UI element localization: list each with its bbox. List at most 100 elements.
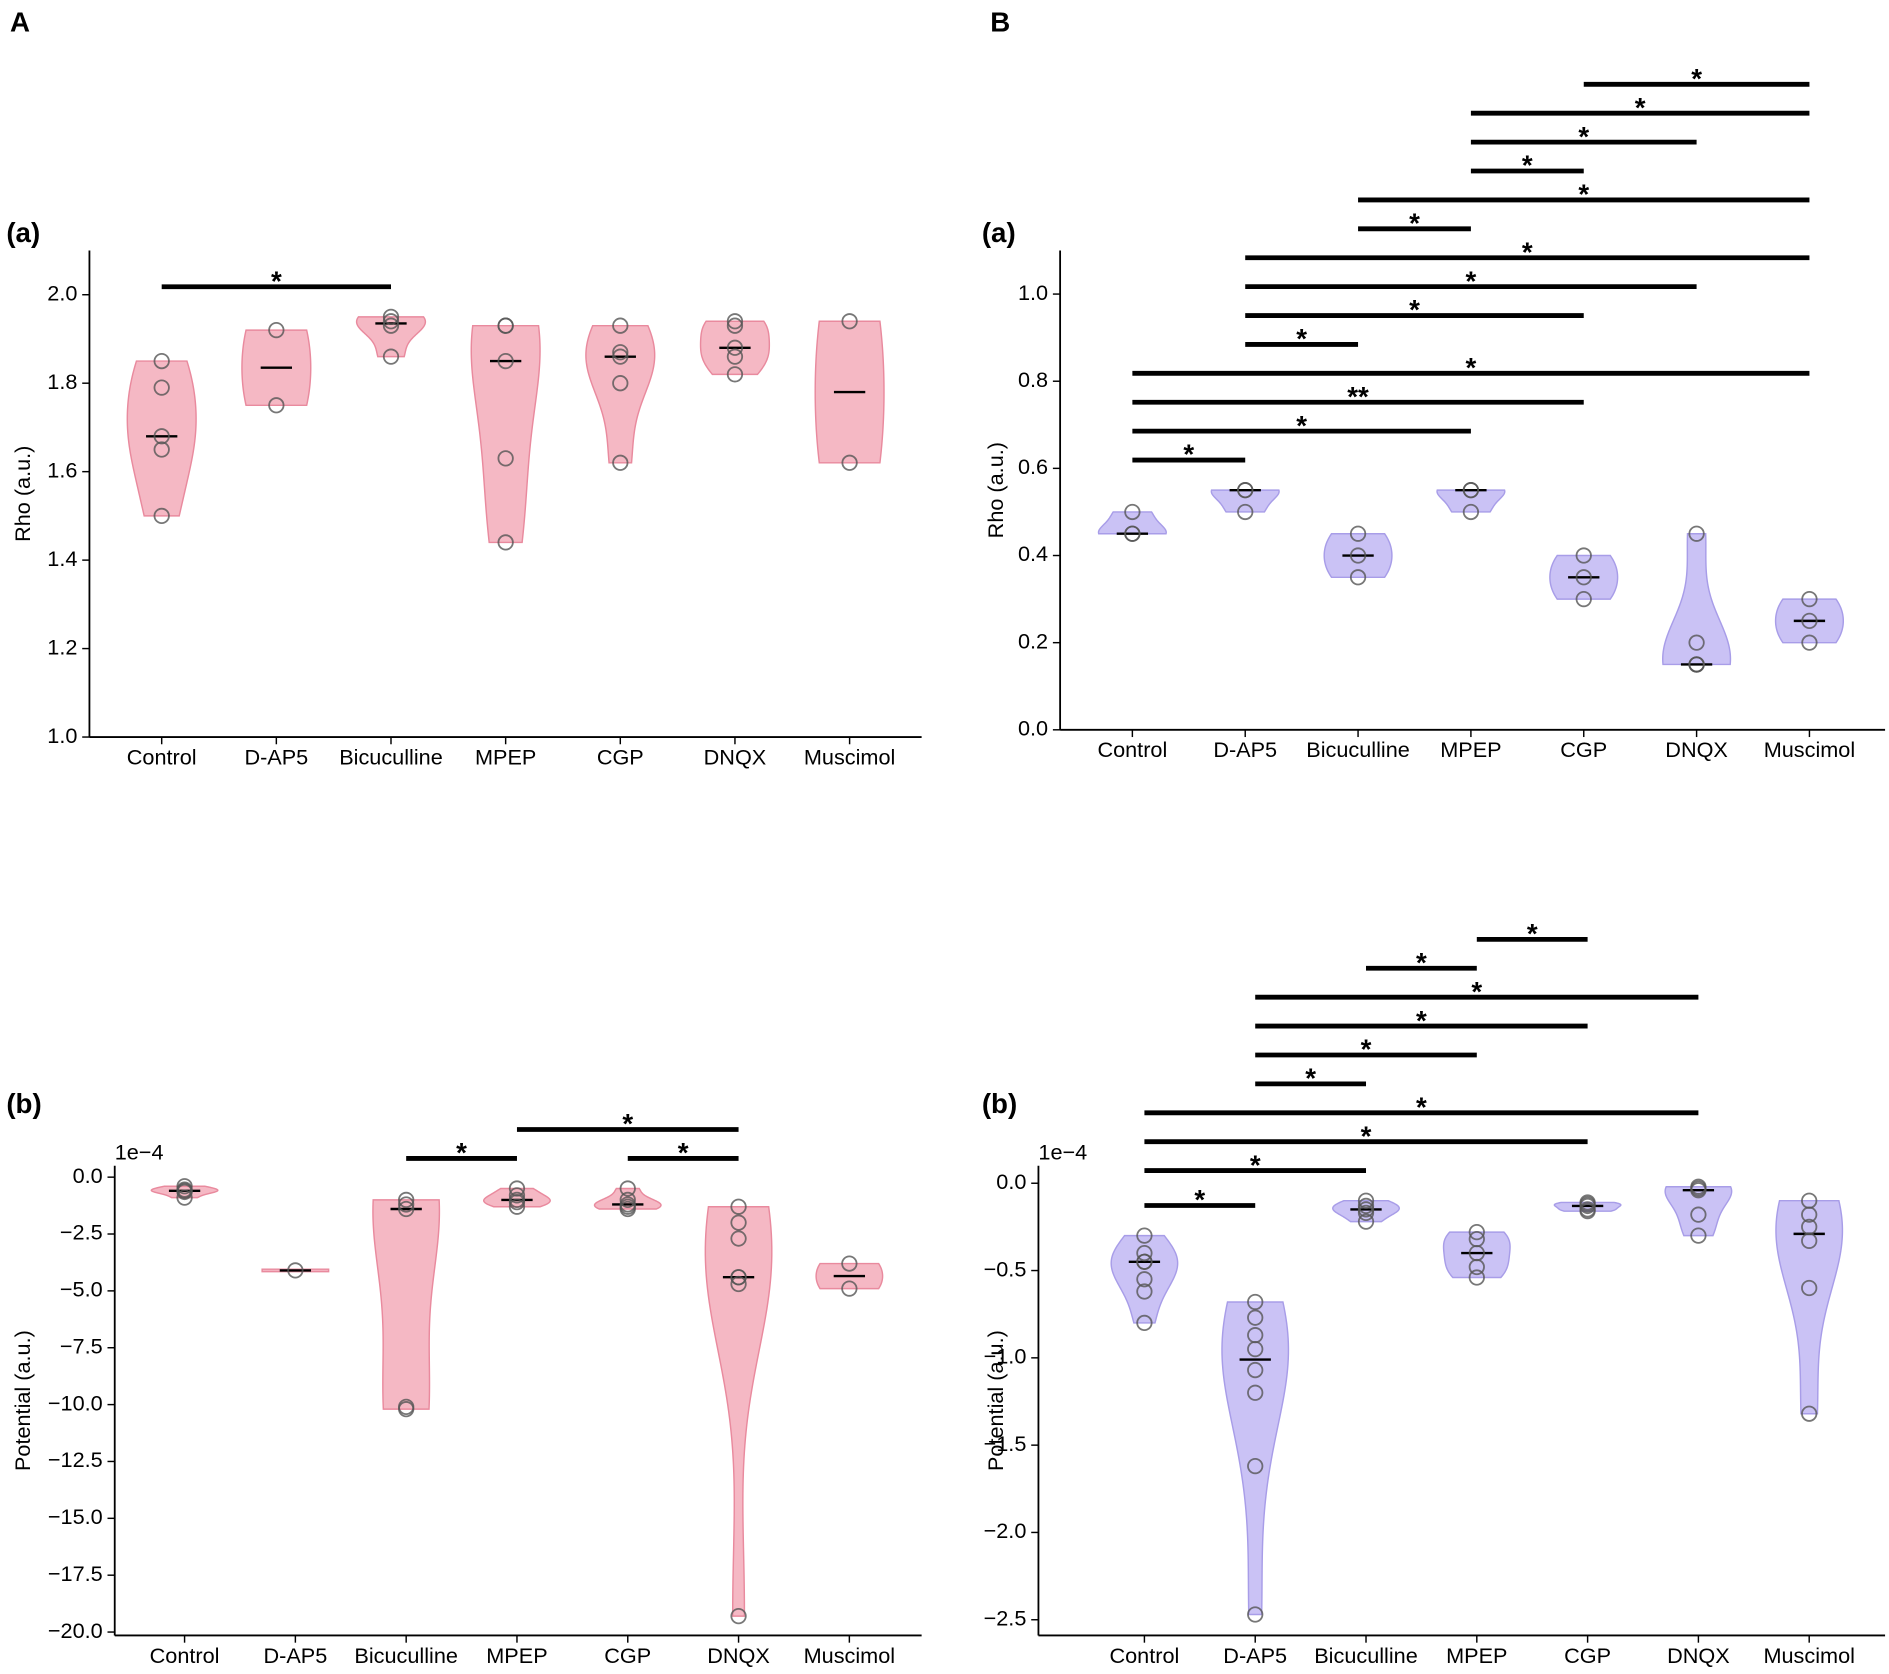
significance-label: *	[1296, 410, 1307, 441]
data-point	[1247, 1340, 1264, 1358]
x-tick-label: DNQX	[1667, 1643, 1730, 1668]
data-point	[382, 348, 400, 365]
data-point	[726, 339, 744, 356]
data-point	[1136, 1314, 1153, 1332]
data-point	[398, 1196, 415, 1213]
y-tick-label: −0.5	[984, 1256, 1027, 1281]
data-point	[1136, 1271, 1153, 1288]
data-point	[612, 348, 629, 365]
y-tick-label: −1.5	[984, 1431, 1027, 1456]
significance-label: *	[1194, 1184, 1205, 1215]
y-tick-label: −2.5	[984, 1605, 1027, 1630]
violin-body	[704, 1206, 773, 1617]
x-tick-label: Muscimol	[1763, 1643, 1854, 1668]
y-tick-label: 2.0	[47, 280, 77, 305]
data-point	[1349, 569, 1367, 586]
x-tick-label: Control	[1110, 1643, 1180, 1668]
data-point	[1136, 1227, 1153, 1244]
significance-label: *	[1471, 976, 1482, 1007]
data-point	[1468, 1269, 1485, 1286]
x-tick-label: Control	[150, 1643, 220, 1668]
data-point	[1801, 1279, 1818, 1297]
data-point	[1247, 1457, 1264, 1475]
violin-body	[1442, 1231, 1511, 1279]
data-point	[619, 1180, 636, 1197]
data-point	[153, 379, 170, 396]
data-point	[726, 348, 744, 365]
x-tick-label: Bicuculline	[354, 1643, 458, 1668]
panel-label: (b)	[982, 1088, 1017, 1119]
significance-label: *	[1522, 150, 1533, 181]
y-axis-label: Potential (a.u.)	[10, 1330, 35, 1471]
x-tick-label: CGP	[1560, 737, 1607, 762]
data-point	[1247, 1384, 1264, 1401]
data-point	[1237, 503, 1254, 521]
x-tick-label: CGP	[1564, 1643, 1611, 1668]
figure-label: B	[990, 6, 1010, 37]
data-point	[1237, 482, 1254, 499]
data-point	[398, 1401, 415, 1418]
data-point	[1357, 1204, 1375, 1222]
offset-label: 1e−4	[1038, 1139, 1087, 1164]
panel-label: (a)	[982, 217, 1016, 248]
data-point	[382, 317, 400, 334]
data-point	[726, 317, 744, 334]
x-tick-label: MPEP	[486, 1643, 547, 1668]
x-tick-label: Muscimol	[804, 744, 895, 769]
y-tick-label: −10.0	[48, 1390, 103, 1415]
data-point	[1801, 1232, 1818, 1249]
significance-label: *	[1416, 1091, 1427, 1122]
violin-body	[1097, 511, 1167, 535]
x-tick-label: Muscimol	[1764, 737, 1855, 762]
data-point	[726, 313, 744, 330]
x-tick-label: Bicuculline	[1306, 737, 1410, 762]
y-tick-label: 1.8	[47, 369, 77, 394]
data-point	[726, 366, 744, 383]
y-tick-label: −7.5	[60, 1333, 103, 1358]
data-point	[497, 352, 514, 370]
data-point	[1579, 1203, 1596, 1220]
significance-label: *	[1635, 92, 1646, 123]
y-tick-label: −2.0	[984, 1518, 1027, 1543]
x-tick-label: D-AP5	[1223, 1643, 1287, 1668]
data-point	[268, 397, 285, 414]
data-point	[398, 1191, 415, 1209]
significance-label: *	[1361, 1034, 1372, 1065]
violin-body	[1436, 489, 1506, 513]
data-point	[508, 1187, 526, 1204]
violin-body	[372, 1199, 441, 1410]
significance-label: *	[1522, 236, 1533, 267]
x-tick-label: Control	[1097, 737, 1167, 762]
significance-label: *	[1416, 1005, 1427, 1036]
y-tick-label: 0.0	[73, 1163, 103, 1188]
y-tick-label: 0.8	[1018, 367, 1048, 392]
significance-label: *	[678, 1137, 689, 1168]
data-point	[287, 1262, 304, 1279]
violin-body	[585, 324, 656, 464]
data-point	[1136, 1253, 1153, 1270]
violin-body	[355, 316, 427, 358]
data-point	[1690, 1227, 1707, 1244]
data-point	[841, 313, 858, 330]
x-tick-label: MPEP	[1440, 737, 1501, 762]
data-point	[730, 1607, 747, 1625]
data-point	[730, 1269, 747, 1286]
x-tick-label: Control	[127, 744, 197, 769]
data-point	[1349, 525, 1367, 542]
x-tick-label: MPEP	[1446, 1643, 1507, 1668]
y-tick-label: −17.5	[48, 1561, 103, 1586]
data-point	[612, 454, 629, 471]
y-tick-label: −12.5	[48, 1447, 103, 1472]
data-point	[730, 1275, 747, 1293]
data-point	[1690, 1206, 1707, 1223]
data-point	[1136, 1244, 1153, 1262]
y-tick-label: 1.0	[1018, 280, 1048, 305]
data-point	[1801, 634, 1818, 651]
data-point	[1247, 1293, 1264, 1311]
data-point	[153, 507, 170, 525]
data-point	[398, 1200, 415, 1218]
data-point	[1688, 634, 1705, 651]
data-point	[153, 441, 170, 458]
data-point	[612, 375, 629, 392]
data-point	[153, 428, 170, 445]
